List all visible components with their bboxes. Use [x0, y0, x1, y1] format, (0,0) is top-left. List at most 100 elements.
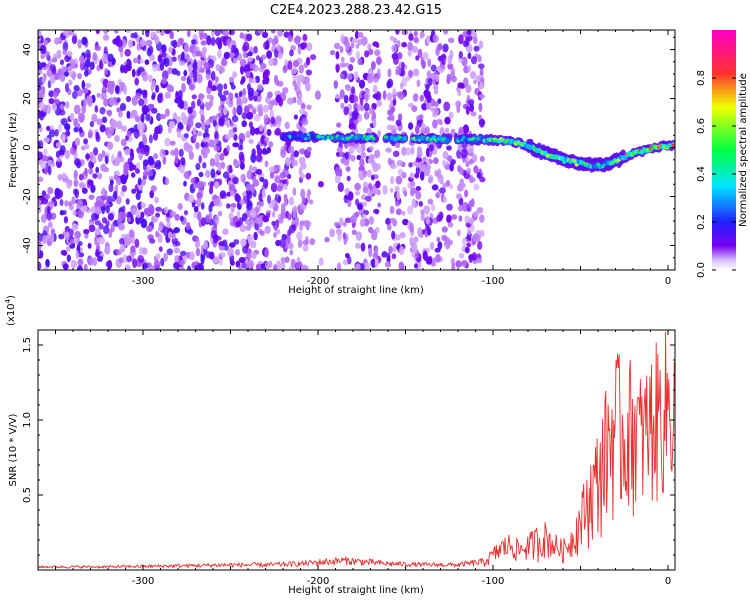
noise-blob — [164, 206, 169, 214]
noise-blob — [472, 236, 478, 242]
noise-blob — [375, 42, 380, 49]
noise-blob — [116, 248, 123, 256]
noise-blob — [468, 158, 474, 165]
noise-blob — [143, 207, 150, 215]
noise-blob — [435, 73, 440, 83]
noise-blob — [245, 130, 251, 139]
noise-blob — [451, 262, 456, 270]
noise-blob — [226, 38, 231, 47]
noise-blob — [127, 157, 133, 165]
noise-blob — [87, 129, 94, 139]
noise-blob — [336, 122, 342, 128]
noise-blob — [217, 83, 223, 93]
noise-blob — [246, 190, 253, 200]
noise-blob — [78, 182, 86, 188]
noise-blob — [428, 144, 434, 152]
noise-blob — [277, 80, 284, 87]
noise-blob — [81, 36, 88, 46]
noise-blob — [305, 172, 312, 180]
noise-blob — [125, 95, 132, 103]
noise-blob — [114, 135, 120, 142]
noise-blob — [97, 255, 103, 262]
noise-blob — [240, 65, 244, 75]
noise-blob — [90, 206, 97, 214]
noise-blob — [363, 218, 370, 227]
noise-blob — [47, 221, 53, 229]
noise-blob — [226, 191, 231, 197]
noise-blob — [64, 225, 70, 233]
noise-blob — [107, 53, 114, 62]
noise-blob — [54, 72, 58, 81]
noise-blob — [345, 166, 351, 172]
noise-blob — [279, 238, 286, 248]
noise-blob — [401, 210, 406, 216]
noise-blob — [251, 78, 257, 84]
noise-blob — [219, 153, 225, 161]
noise-blob — [276, 44, 282, 52]
noise-blob — [242, 244, 248, 254]
noise-blob — [39, 110, 45, 121]
noise-blob — [195, 122, 202, 129]
figure-title: C2E4.2023.288.23.42.G15 — [270, 3, 442, 18]
noise-blob — [153, 153, 159, 160]
noise-blob — [172, 39, 178, 49]
noise-blob — [473, 36, 478, 45]
noise-blob — [389, 217, 396, 223]
noise-blob — [78, 126, 83, 134]
noise-blob — [74, 230, 81, 239]
noise-blob — [104, 67, 108, 76]
noise-blob — [417, 227, 423, 238]
noise-blob — [397, 113, 403, 121]
noise-blob — [150, 107, 158, 114]
noise-blob — [466, 242, 472, 248]
noise-blob — [222, 30, 228, 36]
noise-blob — [143, 97, 148, 105]
noise-blob — [148, 134, 153, 144]
noise-blob — [152, 64, 158, 72]
noise-blob — [215, 235, 222, 241]
snr-x-ticks: -300 -200 -100 0 — [55, 330, 671, 587]
noise-blob — [282, 168, 289, 178]
noise-blob — [113, 190, 118, 200]
noise-blob — [247, 234, 255, 243]
noise-blob — [69, 146, 76, 155]
noise-blob — [101, 150, 106, 158]
noise-blob — [310, 54, 317, 61]
noise-blob — [435, 254, 441, 263]
signal-peak — [617, 158, 621, 162]
noise-blob — [339, 46, 344, 54]
noise-blob — [297, 239, 303, 248]
noise-blob — [138, 184, 144, 191]
noise-blob — [293, 114, 298, 120]
noise-blob — [124, 148, 131, 156]
noise-blob — [420, 212, 425, 222]
noise-blob — [426, 229, 432, 236]
noise-blob — [287, 34, 293, 42]
noise-blob — [191, 202, 196, 208]
noise-blob — [124, 48, 131, 57]
noise-blob — [346, 175, 351, 182]
noise-blob — [417, 48, 423, 58]
noise-blob — [67, 50, 73, 57]
noise-blob — [178, 266, 185, 270]
noise-blob — [258, 201, 264, 207]
noise-blob — [161, 52, 167, 58]
noise-blob — [60, 59, 64, 66]
noise-blob — [167, 231, 173, 239]
noise-blob — [280, 203, 286, 209]
noise-blob — [266, 50, 273, 59]
noise-blob — [292, 205, 298, 212]
noise-blob — [228, 92, 234, 102]
noise-blob — [351, 229, 357, 235]
noise-blob — [99, 124, 106, 133]
y-tick-label: 1.0 — [22, 412, 33, 428]
noise-blob — [205, 169, 211, 178]
noise-blob — [113, 30, 119, 34]
noise-blob — [110, 223, 115, 233]
noise-blob — [195, 131, 203, 137]
noise-blob — [195, 142, 200, 150]
noise-blob — [302, 265, 309, 270]
noise-blob — [180, 75, 187, 82]
noise-blob — [376, 163, 381, 171]
noise-blob — [129, 163, 135, 169]
